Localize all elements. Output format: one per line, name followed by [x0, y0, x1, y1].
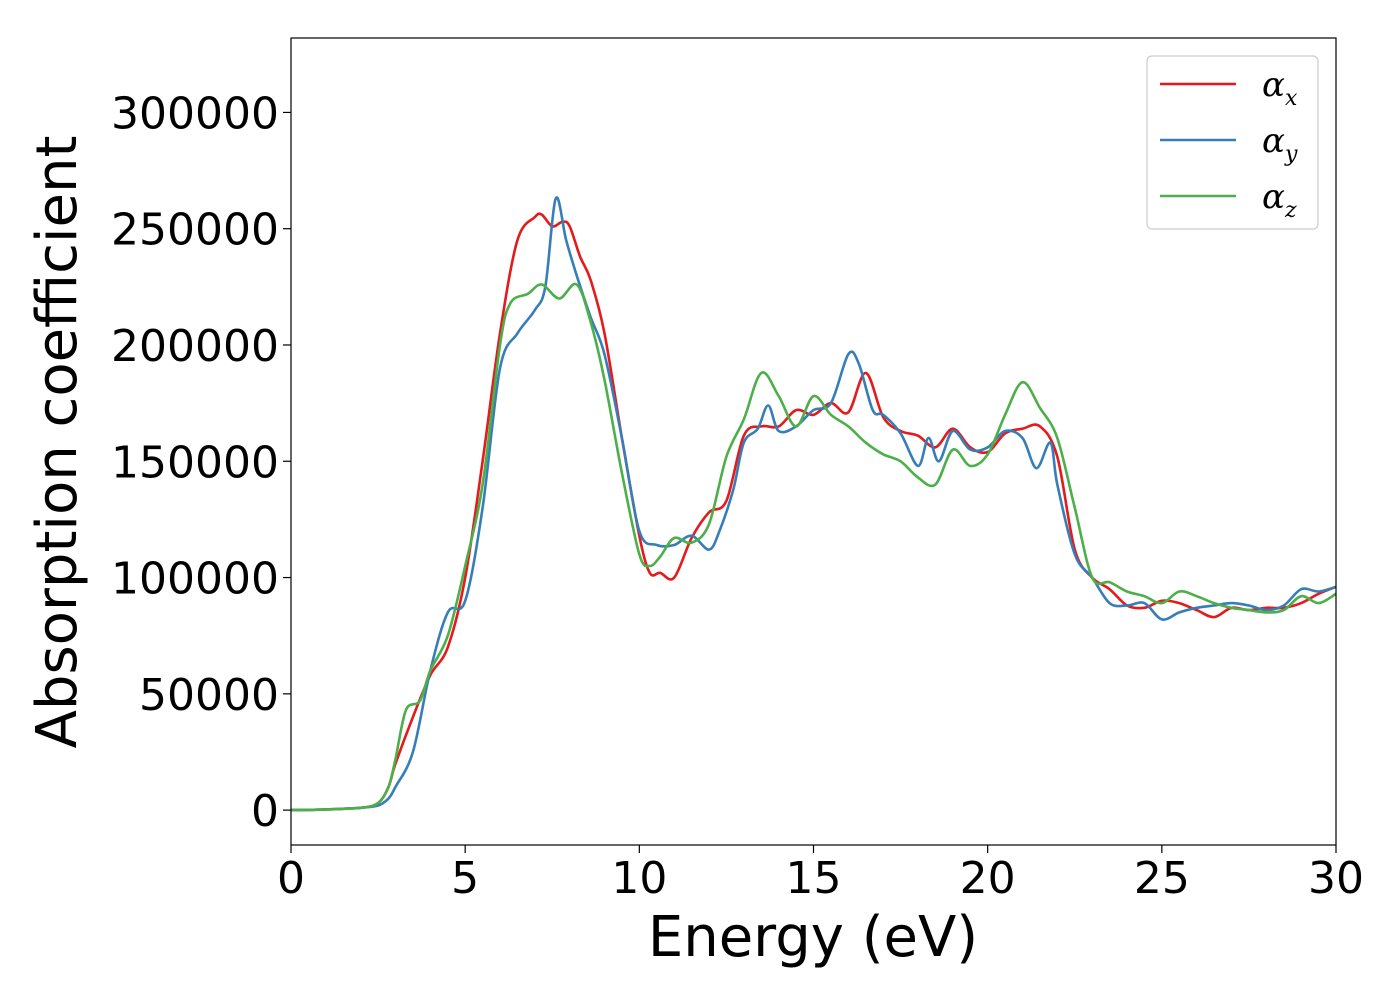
series-line-z — [290, 282, 1337, 812]
y-ticks: 0 50000 100000 150000 200000 250000 300000 — [111, 88, 291, 837]
x-axis-label: Energy (eV) — [648, 905, 978, 970]
y-tick-label: 200000 — [111, 321, 279, 372]
legend-label-subscript: y — [1284, 142, 1298, 167]
legend-label-x: αx — [1262, 65, 1298, 111]
x-tick-label: 5 — [451, 853, 479, 904]
plot-frame — [290, 37, 1337, 846]
legend-label-base: α — [1262, 121, 1285, 161]
x-ticks: 0 5 10 15 20 25 30 — [277, 845, 1364, 904]
y-axis-label: Absorption coefficient — [25, 136, 90, 749]
legend-label-base: α — [1262, 177, 1285, 217]
series-lines — [290, 196, 1337, 812]
legend-label-y: αy — [1262, 121, 1298, 167]
legend-label-z: αz — [1262, 177, 1297, 223]
y-tick-label: 0 — [251, 786, 279, 837]
x-tick-label: 20 — [960, 853, 1016, 904]
legend-label-subscript: z — [1284, 198, 1297, 223]
x-tick-label: 10 — [611, 853, 667, 904]
x-tick-label: 15 — [786, 853, 842, 904]
x-tick-label: 0 — [277, 853, 305, 904]
y-tick-label: 100000 — [111, 554, 279, 605]
series-line-y — [290, 196, 1337, 812]
legend-frame — [1146, 55, 1319, 230]
x-tick-label: 30 — [1308, 853, 1364, 904]
legend-label-subscript: x — [1285, 86, 1298, 111]
y-tick-label: 300000 — [111, 88, 279, 139]
series-line-x — [290, 212, 1337, 812]
y-tick-label: 150000 — [111, 437, 279, 488]
y-tick-label: 50000 — [139, 670, 279, 721]
legend-label-base: α — [1262, 65, 1285, 105]
y-tick-label: 250000 — [111, 205, 279, 256]
x-tick-label: 25 — [1134, 853, 1190, 904]
